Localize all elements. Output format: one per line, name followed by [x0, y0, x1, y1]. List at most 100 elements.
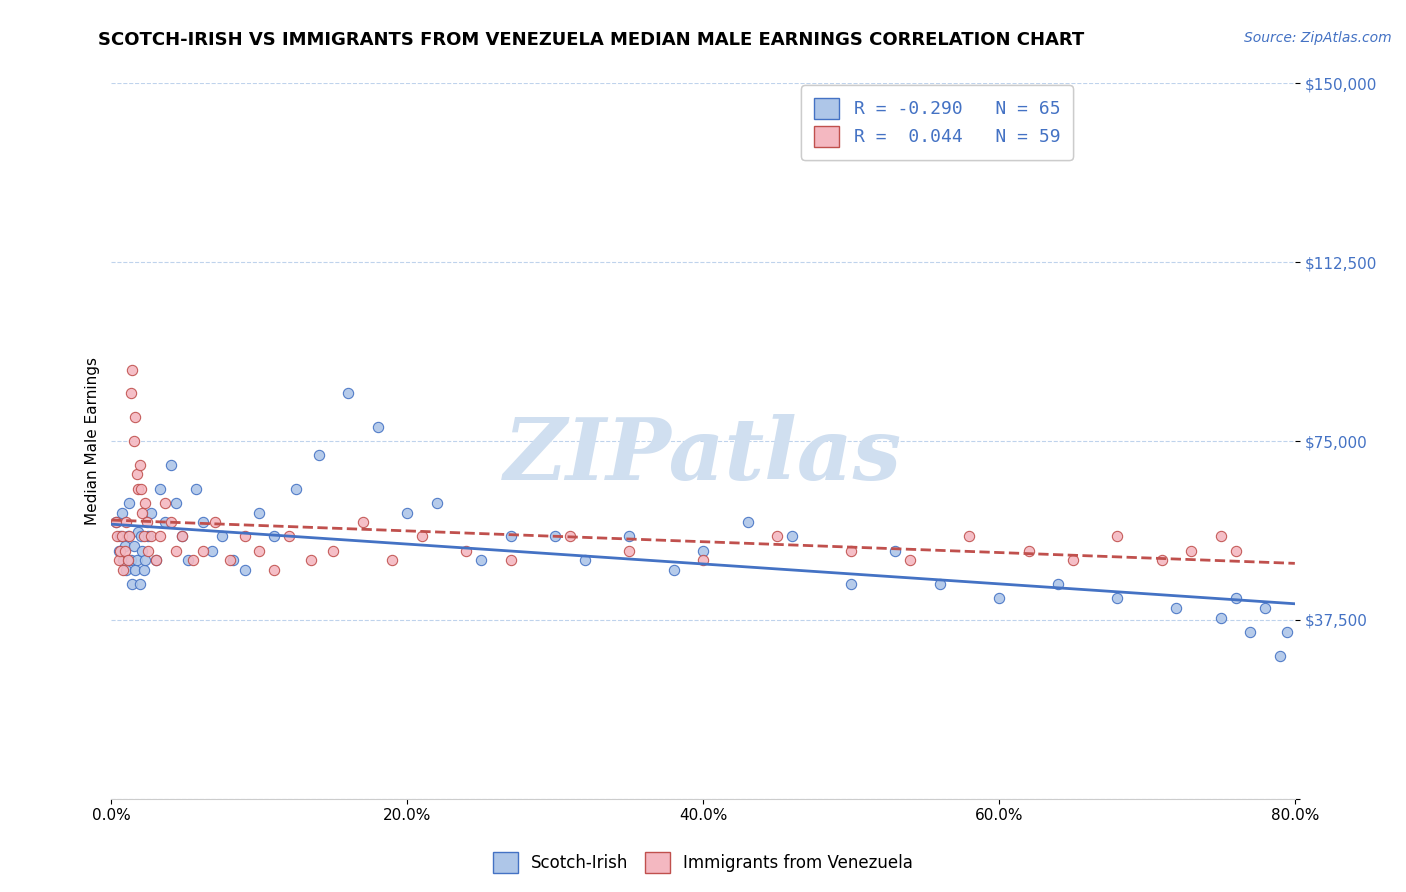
Point: [117, 553, 139, 567]
Point: [132, 529, 155, 543]
Point: [172, 529, 194, 543]
Point: [1225, 543, 1247, 558]
Point: [184, 482, 207, 496]
Point: [263, 563, 285, 577]
Text: ZIPatlas: ZIPatlas: [505, 414, 903, 497]
Point: [766, 529, 789, 543]
Point: [780, 529, 803, 543]
Point: [299, 553, 322, 567]
Point: [111, 529, 134, 543]
Point: [114, 539, 136, 553]
Point: [1254, 601, 1277, 615]
Point: [218, 553, 240, 567]
Point: [108, 553, 131, 567]
Point: [120, 553, 142, 567]
Point: [1225, 591, 1247, 606]
Point: [839, 577, 862, 591]
Point: [277, 529, 299, 543]
Point: [110, 543, 132, 558]
Point: [1062, 553, 1084, 567]
Point: [1277, 624, 1299, 639]
Point: [617, 529, 640, 543]
Point: [1209, 529, 1232, 543]
Point: [104, 515, 127, 529]
Point: [172, 529, 194, 543]
Point: [135, 515, 157, 529]
Point: [122, 539, 145, 553]
Point: [233, 529, 256, 543]
Point: [114, 543, 136, 558]
Point: [352, 515, 374, 529]
Point: [110, 529, 132, 543]
Point: [115, 563, 138, 577]
Point: [115, 515, 138, 529]
Text: Source: ZipAtlas.com: Source: ZipAtlas.com: [1244, 31, 1392, 45]
Point: [121, 362, 143, 376]
Point: [177, 553, 200, 567]
Point: [159, 458, 181, 472]
Point: [125, 467, 148, 482]
Point: [839, 543, 862, 558]
Point: [737, 515, 759, 529]
Point: [1107, 529, 1129, 543]
Point: [247, 506, 270, 520]
Point: [222, 553, 245, 567]
Point: [120, 386, 142, 401]
Point: [121, 577, 143, 591]
Point: [1150, 553, 1173, 567]
Point: [204, 515, 226, 529]
Point: [149, 482, 172, 496]
Point: [129, 529, 152, 543]
Point: [131, 543, 153, 558]
Point: [125, 553, 148, 567]
Point: [131, 506, 153, 520]
Point: [558, 529, 581, 543]
Point: [692, 543, 714, 558]
Point: [1166, 601, 1188, 615]
Point: [396, 506, 419, 520]
Point: [1018, 543, 1040, 558]
Point: [128, 458, 150, 472]
Point: [111, 506, 134, 520]
Point: [159, 515, 181, 529]
Point: [574, 553, 596, 567]
Legend: R = -0.290   N = 65, R =  0.044   N = 59: R = -0.290 N = 65, R = 0.044 N = 59: [801, 86, 1073, 160]
Point: [470, 553, 492, 567]
Point: [134, 496, 156, 510]
Point: [1239, 624, 1261, 639]
Point: [118, 529, 141, 543]
Point: [112, 553, 135, 567]
Point: [247, 543, 270, 558]
Point: [884, 543, 907, 558]
Point: [129, 482, 152, 496]
Point: [898, 553, 921, 567]
Legend: Scotch-Irish, Immigrants from Venezuela: Scotch-Irish, Immigrants from Venezuela: [486, 846, 920, 880]
Point: [141, 529, 163, 543]
Point: [132, 563, 155, 577]
Point: [201, 543, 224, 558]
Point: [166, 543, 188, 558]
Point: [145, 553, 167, 567]
Point: [191, 543, 214, 558]
Point: [426, 496, 449, 510]
Point: [381, 553, 404, 567]
Point: [211, 529, 233, 543]
Point: [988, 591, 1011, 606]
Point: [124, 563, 146, 577]
Point: [128, 577, 150, 591]
Point: [499, 529, 522, 543]
Point: [124, 410, 146, 425]
Point: [117, 529, 139, 543]
Text: SCOTCH-IRISH VS IMMIGRANTS FROM VENEZUELA MEDIAN MALE EARNINGS CORRELATION CHART: SCOTCH-IRISH VS IMMIGRANTS FROM VENEZUEL…: [98, 31, 1084, 49]
Point: [138, 543, 160, 558]
Point: [138, 529, 160, 543]
Point: [181, 553, 204, 567]
Point: [104, 515, 127, 529]
Point: [308, 449, 330, 463]
Point: [127, 482, 149, 496]
Point: [233, 563, 256, 577]
Point: [149, 529, 172, 543]
Point: [134, 553, 156, 567]
Point: [285, 482, 308, 496]
Point: [928, 577, 950, 591]
